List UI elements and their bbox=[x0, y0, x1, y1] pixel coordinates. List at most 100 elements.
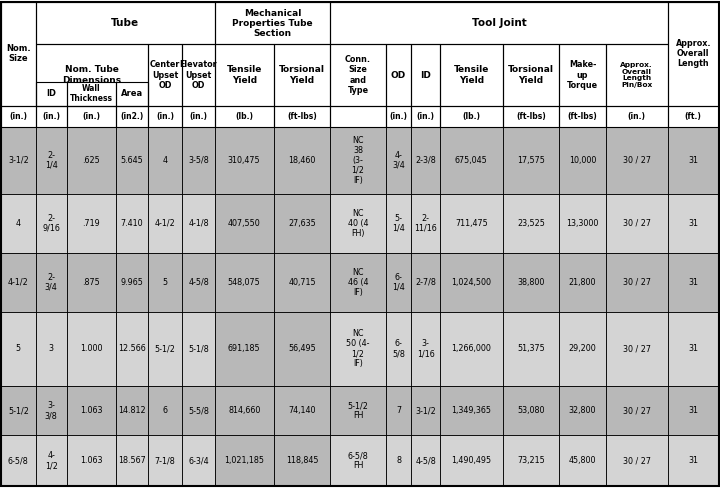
Bar bbox=[330, 194, 386, 253]
Bar bbox=[1, 253, 36, 312]
Bar bbox=[559, 105, 606, 127]
Bar bbox=[36, 312, 67, 386]
Bar bbox=[215, 312, 274, 386]
Text: (in.): (in.) bbox=[9, 112, 27, 121]
Bar bbox=[274, 44, 330, 105]
Text: 7-1/8: 7-1/8 bbox=[155, 456, 176, 465]
Text: 18.567: 18.567 bbox=[118, 456, 145, 465]
Bar bbox=[440, 435, 503, 486]
Text: OD: OD bbox=[391, 70, 406, 80]
Bar bbox=[559, 312, 606, 386]
Text: (ft-lbs): (ft-lbs) bbox=[516, 112, 546, 121]
Text: Area: Area bbox=[120, 89, 143, 99]
Bar bbox=[1, 386, 36, 435]
Bar bbox=[386, 312, 411, 386]
Bar bbox=[115, 194, 148, 253]
Bar bbox=[411, 386, 440, 435]
Text: 23,525: 23,525 bbox=[517, 219, 545, 228]
Bar bbox=[36, 253, 67, 312]
Text: 310,475: 310,475 bbox=[228, 156, 261, 165]
Bar bbox=[36, 2, 215, 44]
Text: 5: 5 bbox=[16, 345, 21, 353]
Text: Elevator
Upset
OD: Elevator Upset OD bbox=[180, 61, 217, 90]
Text: 5-
1/4: 5- 1/4 bbox=[392, 214, 405, 233]
Bar bbox=[559, 386, 606, 435]
Text: 2-
9/16: 2- 9/16 bbox=[42, 214, 60, 233]
Bar bbox=[215, 44, 274, 105]
Bar bbox=[330, 2, 667, 44]
Bar bbox=[503, 386, 559, 435]
Text: (in.): (in.) bbox=[390, 112, 408, 121]
Text: 3-1/2: 3-1/2 bbox=[415, 406, 436, 415]
Bar bbox=[274, 386, 330, 435]
Text: 2-7/8: 2-7/8 bbox=[415, 278, 436, 287]
Bar bbox=[148, 253, 182, 312]
Text: (in.): (in.) bbox=[417, 112, 435, 121]
Bar bbox=[274, 194, 330, 253]
Bar bbox=[503, 105, 559, 127]
Bar bbox=[115, 194, 148, 253]
Text: (ft.): (ft.) bbox=[685, 112, 702, 121]
Bar bbox=[330, 253, 386, 312]
Bar bbox=[274, 105, 330, 127]
Text: (lb.): (lb.) bbox=[235, 112, 253, 121]
Bar bbox=[330, 127, 386, 194]
Text: Torsional
Yield: Torsional Yield bbox=[279, 65, 325, 84]
Text: 29,200: 29,200 bbox=[569, 345, 596, 353]
Bar bbox=[182, 312, 215, 386]
Text: 4-
1/2: 4- 1/2 bbox=[45, 451, 58, 470]
Text: 31: 31 bbox=[688, 156, 698, 165]
Bar bbox=[215, 253, 274, 312]
Text: 4: 4 bbox=[16, 219, 21, 228]
Bar bbox=[386, 386, 411, 435]
Bar bbox=[440, 44, 503, 105]
Bar bbox=[411, 194, 440, 253]
Bar bbox=[215, 312, 274, 386]
Bar bbox=[215, 386, 274, 435]
Bar bbox=[386, 127, 411, 194]
Bar bbox=[411, 253, 440, 312]
Text: 27,635: 27,635 bbox=[288, 219, 316, 228]
Text: 4: 4 bbox=[163, 156, 168, 165]
Bar bbox=[67, 82, 115, 105]
Bar bbox=[115, 386, 148, 435]
Bar bbox=[274, 253, 330, 312]
Text: NC
50 (4-
1/2
IF): NC 50 (4- 1/2 IF) bbox=[346, 329, 370, 368]
Text: (ft-lbs): (ft-lbs) bbox=[287, 112, 317, 121]
Bar bbox=[440, 127, 503, 194]
Bar bbox=[386, 435, 411, 486]
Text: Approx.
Overall
Length
Pin/Box: Approx. Overall Length Pin/Box bbox=[620, 62, 653, 88]
Text: (in.): (in.) bbox=[156, 112, 174, 121]
Bar bbox=[667, 2, 719, 105]
Bar bbox=[606, 312, 667, 386]
Bar bbox=[559, 194, 606, 253]
Bar bbox=[215, 127, 274, 194]
Text: Wall
Thickness: Wall Thickness bbox=[70, 84, 112, 103]
Bar bbox=[386, 105, 411, 127]
Bar bbox=[606, 312, 667, 386]
Text: Nom. Tube
Dimensions: Nom. Tube Dimensions bbox=[62, 65, 121, 84]
Bar bbox=[215, 435, 274, 486]
Bar bbox=[1, 194, 36, 253]
Text: 1,024,500: 1,024,500 bbox=[451, 278, 491, 287]
Bar bbox=[667, 105, 719, 127]
Text: Tool Joint: Tool Joint bbox=[472, 18, 526, 28]
Text: 6-5/8: 6-5/8 bbox=[8, 456, 29, 465]
Bar bbox=[182, 44, 215, 105]
Text: 1,266,000: 1,266,000 bbox=[451, 345, 491, 353]
Text: 7: 7 bbox=[396, 406, 401, 415]
Bar bbox=[67, 435, 115, 486]
Bar bbox=[274, 127, 330, 194]
Bar bbox=[67, 194, 115, 253]
Text: 30 / 27: 30 / 27 bbox=[623, 345, 651, 353]
Text: 31: 31 bbox=[688, 345, 698, 353]
Text: Mechanical
Properties Tube
Section: Mechanical Properties Tube Section bbox=[232, 9, 312, 38]
Bar bbox=[440, 312, 503, 386]
Text: 18,460: 18,460 bbox=[289, 156, 316, 165]
Bar bbox=[182, 194, 215, 253]
Text: 2-
1/4: 2- 1/4 bbox=[45, 151, 58, 170]
Bar bbox=[440, 44, 503, 105]
Bar bbox=[67, 312, 115, 386]
Text: 711,475: 711,475 bbox=[455, 219, 487, 228]
Bar bbox=[115, 105, 148, 127]
